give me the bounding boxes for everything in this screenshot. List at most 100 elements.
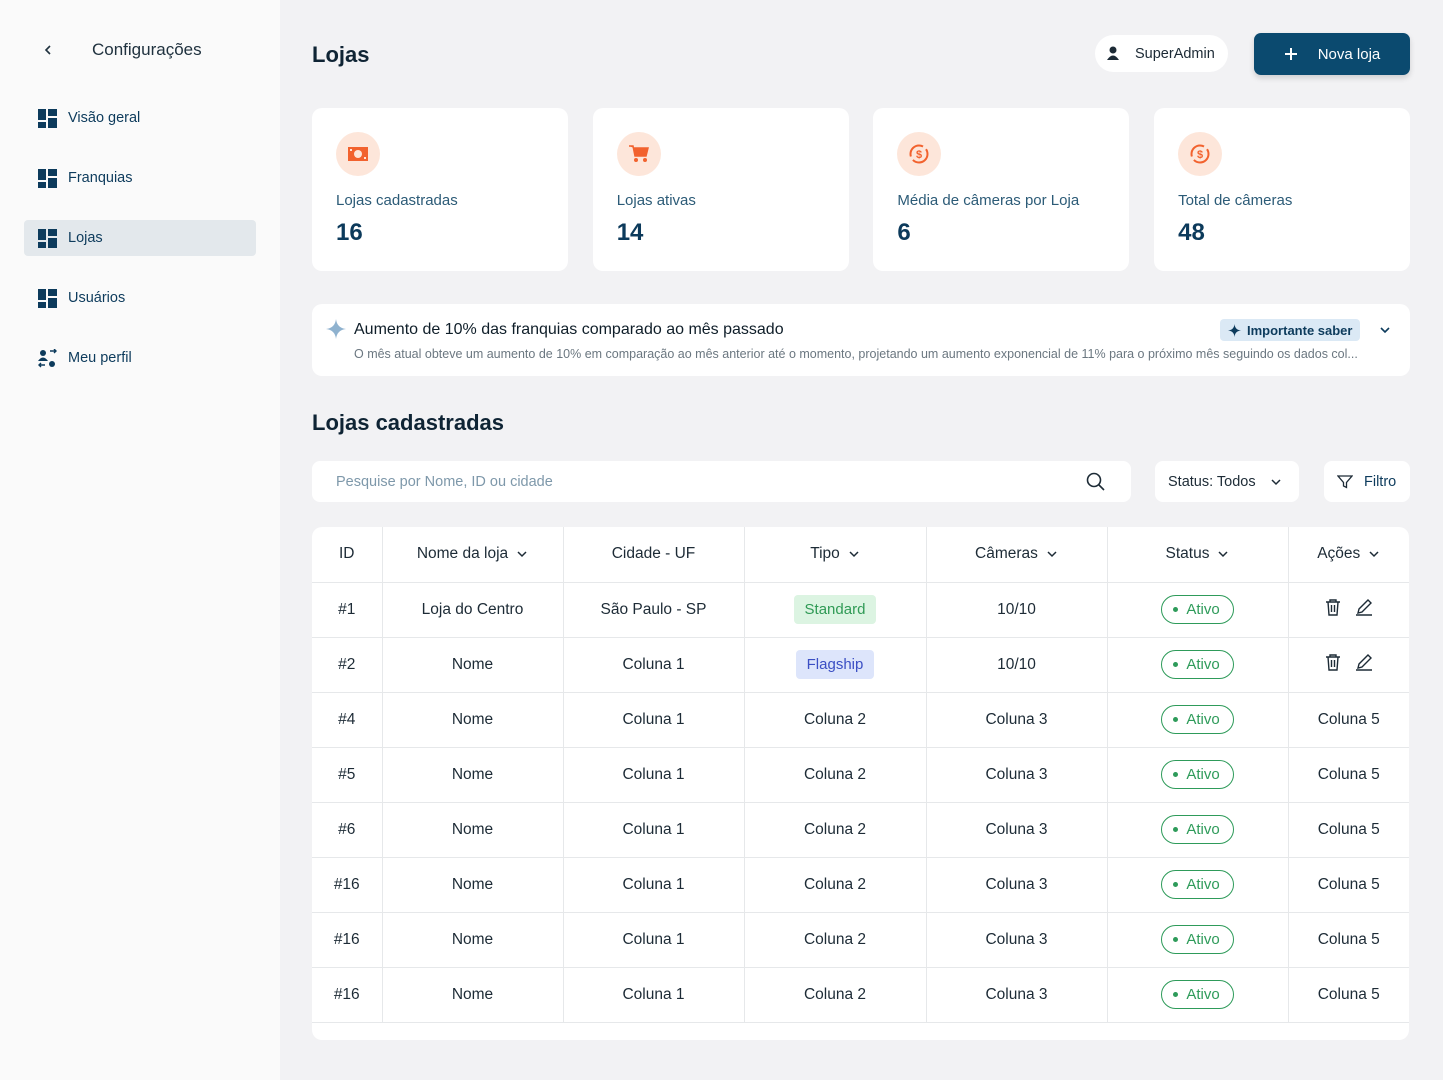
cell-text: Coluna 1 [622, 765, 685, 783]
search-box[interactable]: Pesquise por Nome, ID ou cidade [312, 461, 1131, 502]
cell-text: Coluna 3 [985, 930, 1048, 948]
table-cell: #16 [312, 857, 382, 913]
delete-button[interactable] [1325, 653, 1341, 671]
stat-icon: $ [1178, 132, 1223, 176]
status-label: Ativo [1186, 601, 1220, 618]
nav-label: Usuários [68, 290, 126, 306]
status-pill: Ativo [1161, 980, 1234, 1009]
table-cell: #5 [312, 747, 382, 803]
status-pill: Ativo [1161, 870, 1234, 899]
banner-toggle[interactable] [1379, 324, 1391, 336]
cell-text: Nome [451, 710, 494, 728]
status-label: Ativo [1186, 876, 1220, 893]
status-label: Ativo [1186, 821, 1220, 838]
cell-text: Coluna 1 [622, 710, 685, 728]
table-cell: Coluna 3 [925, 692, 1107, 748]
cell-text: Coluna 3 [985, 765, 1048, 783]
nav-item[interactable]: Usuários [24, 280, 256, 316]
new-store-label: Nova loja [1317, 45, 1381, 63]
cell-text: Coluna 1 [622, 930, 685, 948]
table-cell: Ativo [1106, 967, 1288, 1023]
column-header[interactable]: Nome da loja [381, 527, 563, 583]
table-cell: Nome [381, 637, 563, 693]
nav-item[interactable]: Lojas [24, 220, 256, 256]
table-cell: Coluna 3 [925, 912, 1107, 968]
table-cell: Coluna 2 [743, 747, 926, 803]
stat-value: 14 [616, 219, 644, 246]
status-pill: Ativo [1161, 760, 1234, 789]
cell-text: Coluna 2 [803, 765, 867, 783]
badge-text: Importante saber [1247, 322, 1353, 338]
sort-icon [1218, 551, 1228, 558]
new-store-button[interactable]: Nova loja [1254, 33, 1410, 75]
back-icon[interactable] [42, 44, 54, 56]
row-actions [1325, 598, 1373, 616]
cell-text: Coluna 5 [1317, 765, 1380, 783]
stat-icon-glyph [628, 145, 649, 162]
table-cell: Ativo [1106, 802, 1288, 858]
column-header[interactable]: Câmeras [925, 527, 1107, 583]
cell-text: Nome [451, 930, 494, 948]
column-header: Cidade - UF [562, 527, 744, 583]
nav-item[interactable]: Visão geral [24, 100, 256, 136]
stat-value: 16 [336, 219, 363, 246]
nav-item[interactable]: Franquias [24, 160, 256, 196]
cell-text: Coluna 2 [803, 875, 867, 893]
table-cell: Coluna 2 [743, 802, 926, 858]
status-dot [1173, 827, 1179, 832]
column-header[interactable]: Ações [1287, 527, 1409, 583]
stat-icon-glyph: $ [909, 144, 929, 164]
table-cell: #16 [312, 967, 382, 1023]
table-cell: Coluna 5 [1287, 747, 1409, 803]
cell-text: Coluna 3 [985, 875, 1048, 893]
table-cell: #4 [312, 692, 382, 748]
status-label: Ativo [1186, 766, 1220, 783]
cell-text: #16 [333, 985, 360, 1003]
table-cell: Coluna 1 [562, 967, 744, 1023]
column-label: Status [1165, 545, 1210, 563]
table-body: #1 Loja do Centro São Paulo - SP Standard 10… [312, 582, 1409, 1023]
sort-icon [849, 551, 859, 558]
table-cell: Flagship [743, 637, 926, 693]
filter-icon [1337, 474, 1353, 489]
table-cell: Coluna 5 [1287, 692, 1409, 748]
edit-button[interactable] [1355, 598, 1373, 616]
stat-icon [616, 132, 661, 176]
section-title: Lojas cadastradas [312, 410, 504, 435]
stat-label: Média de câmeras por Loja [897, 192, 1080, 209]
table-cell: Coluna 3 [925, 802, 1107, 858]
type-badge: Standard [793, 595, 877, 624]
table-cell: Coluna 2 [743, 912, 926, 968]
plus-icon [1284, 48, 1297, 60]
column-header[interactable]: Tipo [743, 527, 926, 583]
nav-icon [38, 108, 57, 128]
filter-button[interactable]: Filtro [1324, 461, 1410, 502]
column-label: Cidade - UF [611, 545, 696, 563]
search-icon [1086, 472, 1105, 491]
nav-item[interactable]: Meu perfil [24, 340, 256, 376]
table-cell: 10/10 [925, 582, 1107, 638]
column-header[interactable]: Status [1106, 527, 1288, 583]
stat-label: Lojas ativas [616, 192, 696, 209]
nav-label: Franquias [68, 170, 133, 186]
column-header: ID [312, 527, 382, 583]
status-select[interactable]: Status: Todos [1155, 461, 1299, 502]
cell-text: Nome [451, 655, 494, 673]
delete-button[interactable] [1325, 598, 1341, 616]
table-row: #16 Nome Coluna 1 Coluna 2 Coluna 3 Ativo Colu… [312, 912, 1409, 968]
search-placeholder: Pesquise por Nome, ID ou cidade [336, 474, 553, 490]
cell-text: 10/10 [997, 655, 1036, 673]
banner-badge: Importante saber [1220, 319, 1361, 341]
nav-label: Lojas [68, 230, 103, 246]
column-label: ID [339, 545, 355, 563]
stat-icon: $ [897, 132, 942, 176]
cell-text: 10/10 [997, 600, 1036, 618]
table-cell: Loja do Centro [381, 582, 563, 638]
column-label: Câmeras [975, 545, 1038, 563]
nav-icon [38, 228, 57, 248]
edit-button[interactable] [1355, 653, 1373, 671]
cell-text: #5 [338, 765, 356, 783]
user-button[interactable]: SuperAdmin [1095, 35, 1228, 72]
status-pill: Ativo [1161, 705, 1234, 734]
